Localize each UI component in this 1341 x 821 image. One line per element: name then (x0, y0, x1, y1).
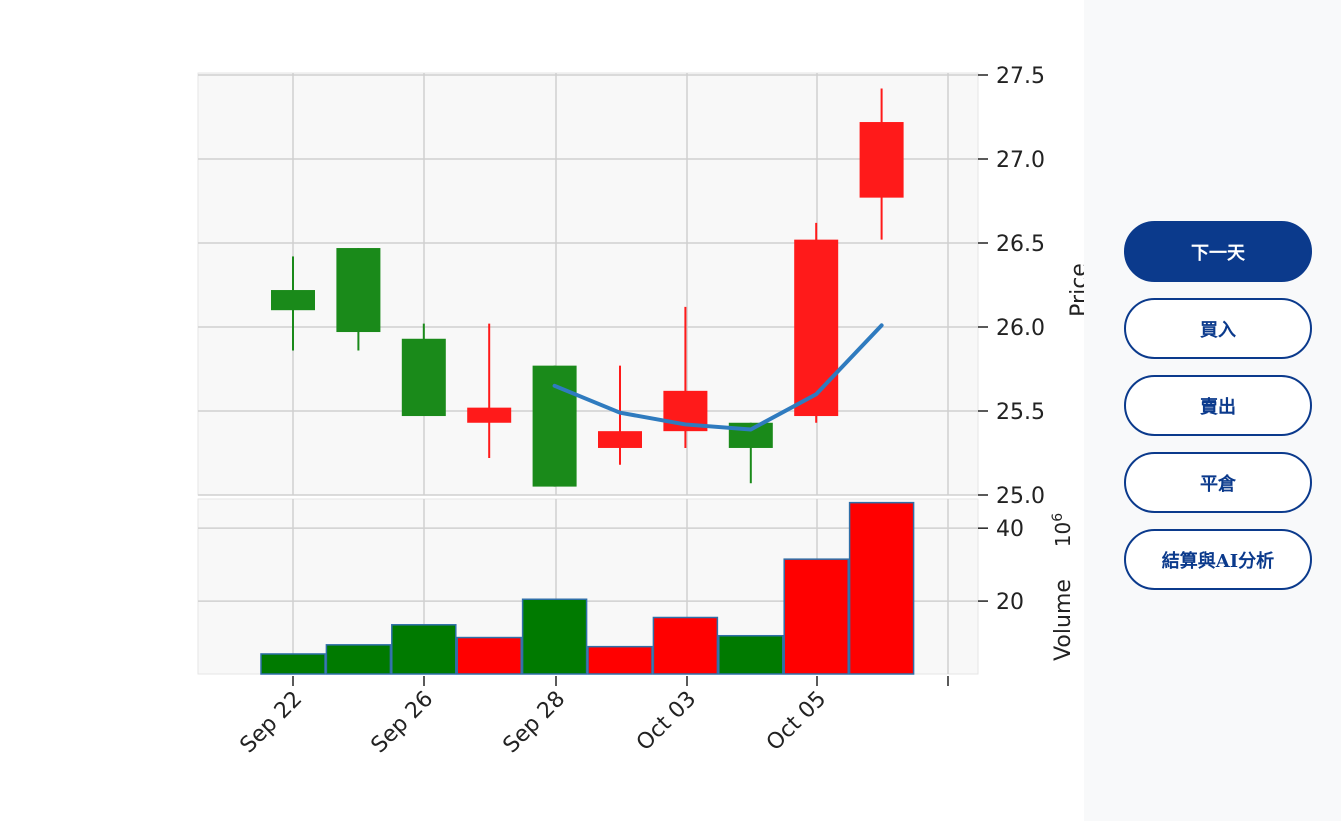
x-tick-label: Oct 03 (632, 687, 701, 756)
candle-body (532, 365, 577, 487)
candle-body (598, 431, 642, 448)
volume-bar (587, 645, 653, 675)
volume-bar (391, 624, 457, 675)
sell-button[interactable]: 賣出 (1124, 375, 1312, 436)
volume-bar (718, 634, 784, 675)
action-panel: 下一天 買入 賣出 平倉 結算與AI分析 (1124, 221, 1316, 606)
volume-bar (325, 644, 392, 675)
settle-ai-button[interactable]: 結算與AI分析 (1124, 529, 1312, 590)
ma-line (552, 323, 884, 432)
volume-multiplier-label: 106 (1050, 513, 1075, 547)
buy-button[interactable]: 買入 (1124, 298, 1312, 359)
volume-bar (848, 501, 915, 675)
moving-average (552, 323, 884, 432)
volume-tick-label: 20 (996, 590, 1024, 615)
price-tick-label: 27.0 (996, 148, 1045, 173)
candles (271, 88, 904, 487)
price-tick-label: 26.5 (996, 232, 1045, 257)
chart-panel: 25.0 25.5 26.0 26.5 27.0 27.5 20 40 Sep 22 Sep 26… (197, 64, 1084, 759)
volume-bar (260, 653, 326, 675)
price-plot-area (197, 72, 979, 496)
volume-bar (652, 616, 719, 675)
next-day-button[interactable]: 下一天 (1124, 221, 1312, 282)
volume-bars (260, 501, 915, 675)
volume-tick-label: 40 (996, 517, 1024, 542)
price-tick-label: 27.5 (996, 64, 1045, 89)
candle-body (859, 122, 904, 198)
x-tick-label: Sep 26 (367, 687, 439, 759)
volume-bar (456, 636, 522, 675)
price-tick-label: 26.0 (996, 316, 1045, 341)
price-tick-label: 25.0 (996, 484, 1045, 509)
candlestick-chart: 25.0 25.5 26.0 26.5 27.0 27.5 20 40 Sep 22 Sep 26… (197, 64, 1084, 759)
candle-body (794, 239, 839, 417)
x-tick-label: Sep 22 (236, 687, 308, 759)
candle-body (336, 248, 381, 333)
candle-body (271, 290, 315, 311)
candle-body (401, 338, 446, 417)
price-tick-label: 25.5 (996, 400, 1045, 425)
volume-bar (783, 558, 849, 675)
close-position-button[interactable]: 平倉 (1124, 452, 1312, 513)
volume-bar (521, 598, 588, 675)
candle-body (467, 407, 512, 423)
x-tick-label: Oct 05 (762, 687, 831, 756)
x-tick-label: Sep 28 (499, 687, 571, 759)
volume-axis-label: Volume (1051, 579, 1076, 661)
price-axis-label: Price (1067, 263, 1084, 317)
